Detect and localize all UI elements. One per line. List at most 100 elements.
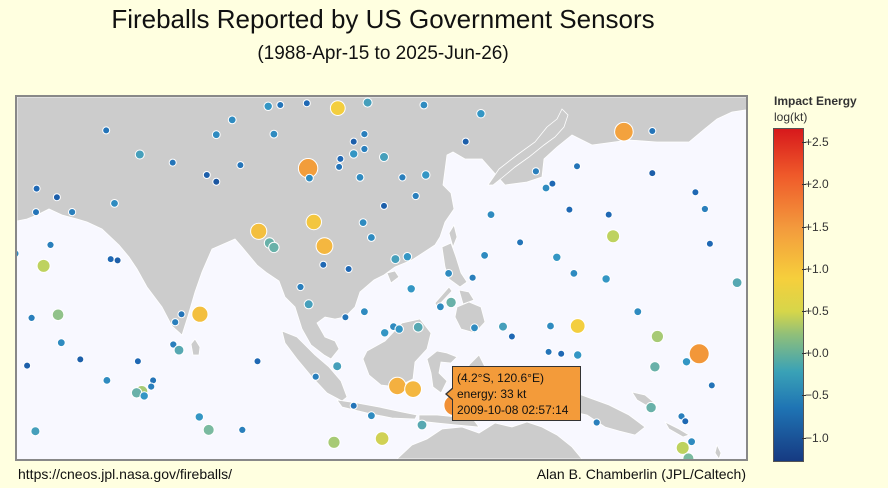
fireball-marker[interactable] [344, 265, 353, 273]
fireball-marker[interactable] [202, 423, 215, 436]
fireball-marker[interactable] [110, 199, 119, 208]
fireball-marker[interactable] [236, 161, 245, 170]
fireball-marker[interactable] [17, 249, 20, 258]
fireball-marker[interactable] [68, 208, 77, 217]
fireball-marker[interactable] [341, 313, 350, 322]
fireball-marker[interactable] [498, 321, 508, 332]
fireball-events[interactable] [17, 97, 743, 459]
fireball-marker[interactable] [707, 381, 716, 390]
fireball-marker[interactable] [253, 357, 262, 366]
fireball-marker[interactable] [177, 310, 186, 319]
fireball-marker[interactable] [332, 361, 343, 372]
fireball-marker[interactable] [102, 126, 111, 135]
fireball-marker[interactable] [411, 191, 420, 201]
fireball-marker[interactable] [688, 343, 710, 365]
fireball-marker[interactable] [516, 238, 525, 247]
fireball-marker[interactable] [552, 252, 562, 263]
fireball-marker[interactable] [311, 372, 320, 381]
fireball-marker[interactable] [362, 97, 373, 108]
fireball-marker[interactable] [614, 121, 634, 142]
fireball-marker[interactable] [476, 109, 486, 119]
fireball-marker[interactable] [388, 376, 407, 396]
fireball-marker[interactable] [604, 210, 613, 219]
fireball-marker[interactable] [404, 380, 423, 399]
fireball-marker[interactable] [327, 435, 341, 449]
fireball-marker[interactable] [305, 213, 322, 231]
fireball-marker[interactable] [486, 210, 496, 219]
fireball-marker[interactable] [394, 324, 404, 334]
fireball-marker[interactable] [374, 431, 390, 446]
fireball-marker[interactable] [269, 129, 279, 139]
fireball-marker[interactable] [56, 338, 66, 348]
fireball-marker[interactable] [173, 344, 185, 356]
fireball-marker[interactable] [133, 357, 142, 366]
fireball-marker[interactable] [507, 332, 516, 341]
fireball-marker[interactable] [648, 169, 657, 178]
fireball-marker[interactable] [329, 100, 346, 117]
fireball-marker[interactable] [402, 252, 413, 262]
fireball-marker[interactable] [700, 204, 710, 214]
fireball-marker[interactable] [319, 260, 328, 269]
fireball-marker[interactable] [406, 284, 416, 294]
fireball-marker[interactable] [416, 419, 428, 431]
fireball-marker[interactable] [358, 218, 368, 227]
fireball-marker[interactable] [268, 241, 280, 254]
fireball-marker[interactable] [349, 137, 358, 146]
fireball-marker[interactable] [360, 130, 369, 139]
fireball-marker[interactable] [569, 318, 586, 334]
fireball-marker[interactable] [303, 299, 314, 310]
fireball-marker[interactable] [548, 179, 557, 188]
fireball-marker[interactable] [360, 144, 369, 154]
fireball-marker[interactable] [379, 152, 389, 162]
fireball-marker[interactable] [296, 282, 305, 292]
fireball-marker[interactable] [23, 361, 32, 370]
fireball-marker[interactable] [380, 328, 390, 338]
fireball-marker[interactable] [106, 255, 115, 264]
fireball-marker[interactable] [444, 269, 454, 278]
fireball-marker[interactable] [398, 173, 407, 182]
fireball-marker[interactable] [531, 167, 541, 176]
fireball-marker[interactable] [194, 412, 205, 422]
fireball-marker[interactable] [419, 100, 429, 110]
fireball-marker[interactable] [390, 254, 401, 265]
fireball-marker[interactable] [46, 240, 55, 249]
fireball-marker[interactable] [238, 425, 247, 434]
fireball-marker[interactable] [169, 340, 178, 349]
fireball-marker[interactable] [211, 130, 221, 140]
fireball-marker[interactable] [731, 277, 743, 289]
fireball-marker[interactable] [171, 318, 180, 327]
fireball-marker[interactable] [445, 296, 457, 309]
fireball-marker[interactable] [168, 158, 177, 167]
fireball-marker[interactable] [705, 239, 714, 248]
fireball-marker[interactable] [541, 183, 551, 193]
fireball-marker[interactable] [191, 305, 209, 323]
fireball-marker[interactable] [468, 273, 477, 282]
fireball-marker[interactable] [355, 173, 365, 182]
fireball-marker[interactable] [675, 440, 690, 455]
fireball-marker[interactable] [681, 357, 692, 367]
fireball-marker[interactable] [315, 237, 334, 256]
fireball-marker[interactable] [202, 171, 211, 179]
fireball-marker[interactable] [32, 184, 41, 193]
fireball-marker[interactable] [480, 251, 490, 260]
fireball-marker[interactable] [557, 349, 566, 358]
fireball-marker[interactable] [592, 418, 601, 427]
fireball-marker[interactable] [573, 162, 581, 171]
fireball-marker[interactable] [305, 173, 314, 183]
fireball-marker[interactable] [380, 201, 388, 210]
fireball-marker[interactable] [691, 188, 700, 197]
fireball-marker[interactable] [601, 274, 611, 284]
fireball-marker[interactable] [27, 313, 36, 322]
fireball-marker[interactable] [263, 101, 273, 111]
fireball-marker[interactable] [470, 323, 479, 333]
fireball-marker[interactable] [36, 258, 51, 273]
fireball-marker[interactable] [687, 437, 696, 447]
fireball-marker[interactable] [367, 233, 376, 242]
fireball-marker[interactable] [565, 205, 574, 214]
fireball-marker[interactable] [30, 426, 41, 437]
fireball-marker[interactable] [276, 101, 285, 109]
fireball-marker[interactable] [569, 269, 579, 278]
fireball-marker[interactable] [681, 417, 690, 426]
fireball-marker[interactable] [367, 411, 376, 421]
fireball-marker[interactable] [76, 355, 85, 364]
